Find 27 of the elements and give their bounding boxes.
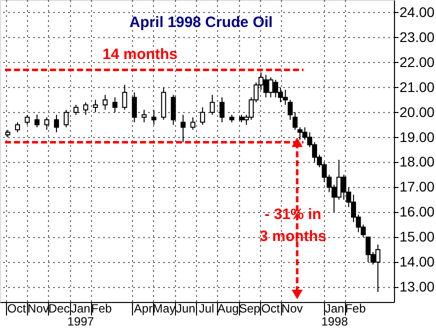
- x-tick-label: Dec: [48, 302, 70, 316]
- y-tick-label: 18.00: [400, 154, 435, 170]
- annotation: - 31% in 3 months: [260, 206, 326, 245]
- x-tick-label: Oct: [7, 302, 27, 316]
- y-tick-label: 13.00: [400, 278, 435, 295]
- x-tick-label: Aug: [217, 302, 239, 316]
- x-tick-label: Feb: [91, 302, 112, 316]
- y-tick-label: 21.00: [400, 78, 435, 95]
- y-tick-label: 19.00: [400, 128, 435, 145]
- x-tick-label: Jun: [176, 302, 196, 316]
- x-tick-label: Jul: [198, 302, 214, 316]
- y-tick-label: 15.00: [400, 228, 435, 245]
- y-tick-label: 24.00: [400, 4, 435, 20]
- y-tick-label: 22.00: [400, 54, 435, 70]
- y-tick-label: 23.00: [400, 28, 435, 45]
- y-tick-label: 17.00: [400, 178, 435, 195]
- x-tick-label: Oct: [261, 302, 281, 316]
- x-tick-label: Nov: [28, 302, 49, 316]
- x-tick-label: Sep: [238, 302, 261, 316]
- x-tick-label: Apr: [134, 302, 153, 316]
- annotation: 14 months: [102, 46, 178, 63]
- y-tick-label: 16.00: [400, 204, 435, 220]
- x-tick-label: Feb: [345, 302, 366, 316]
- y-tick-label: 20.00: [400, 104, 435, 120]
- y-tick-label: 14.00: [400, 254, 435, 270]
- text: April 1998 Crude Oil: [129, 14, 273, 31]
- x-tick-label: Nov: [281, 302, 303, 316]
